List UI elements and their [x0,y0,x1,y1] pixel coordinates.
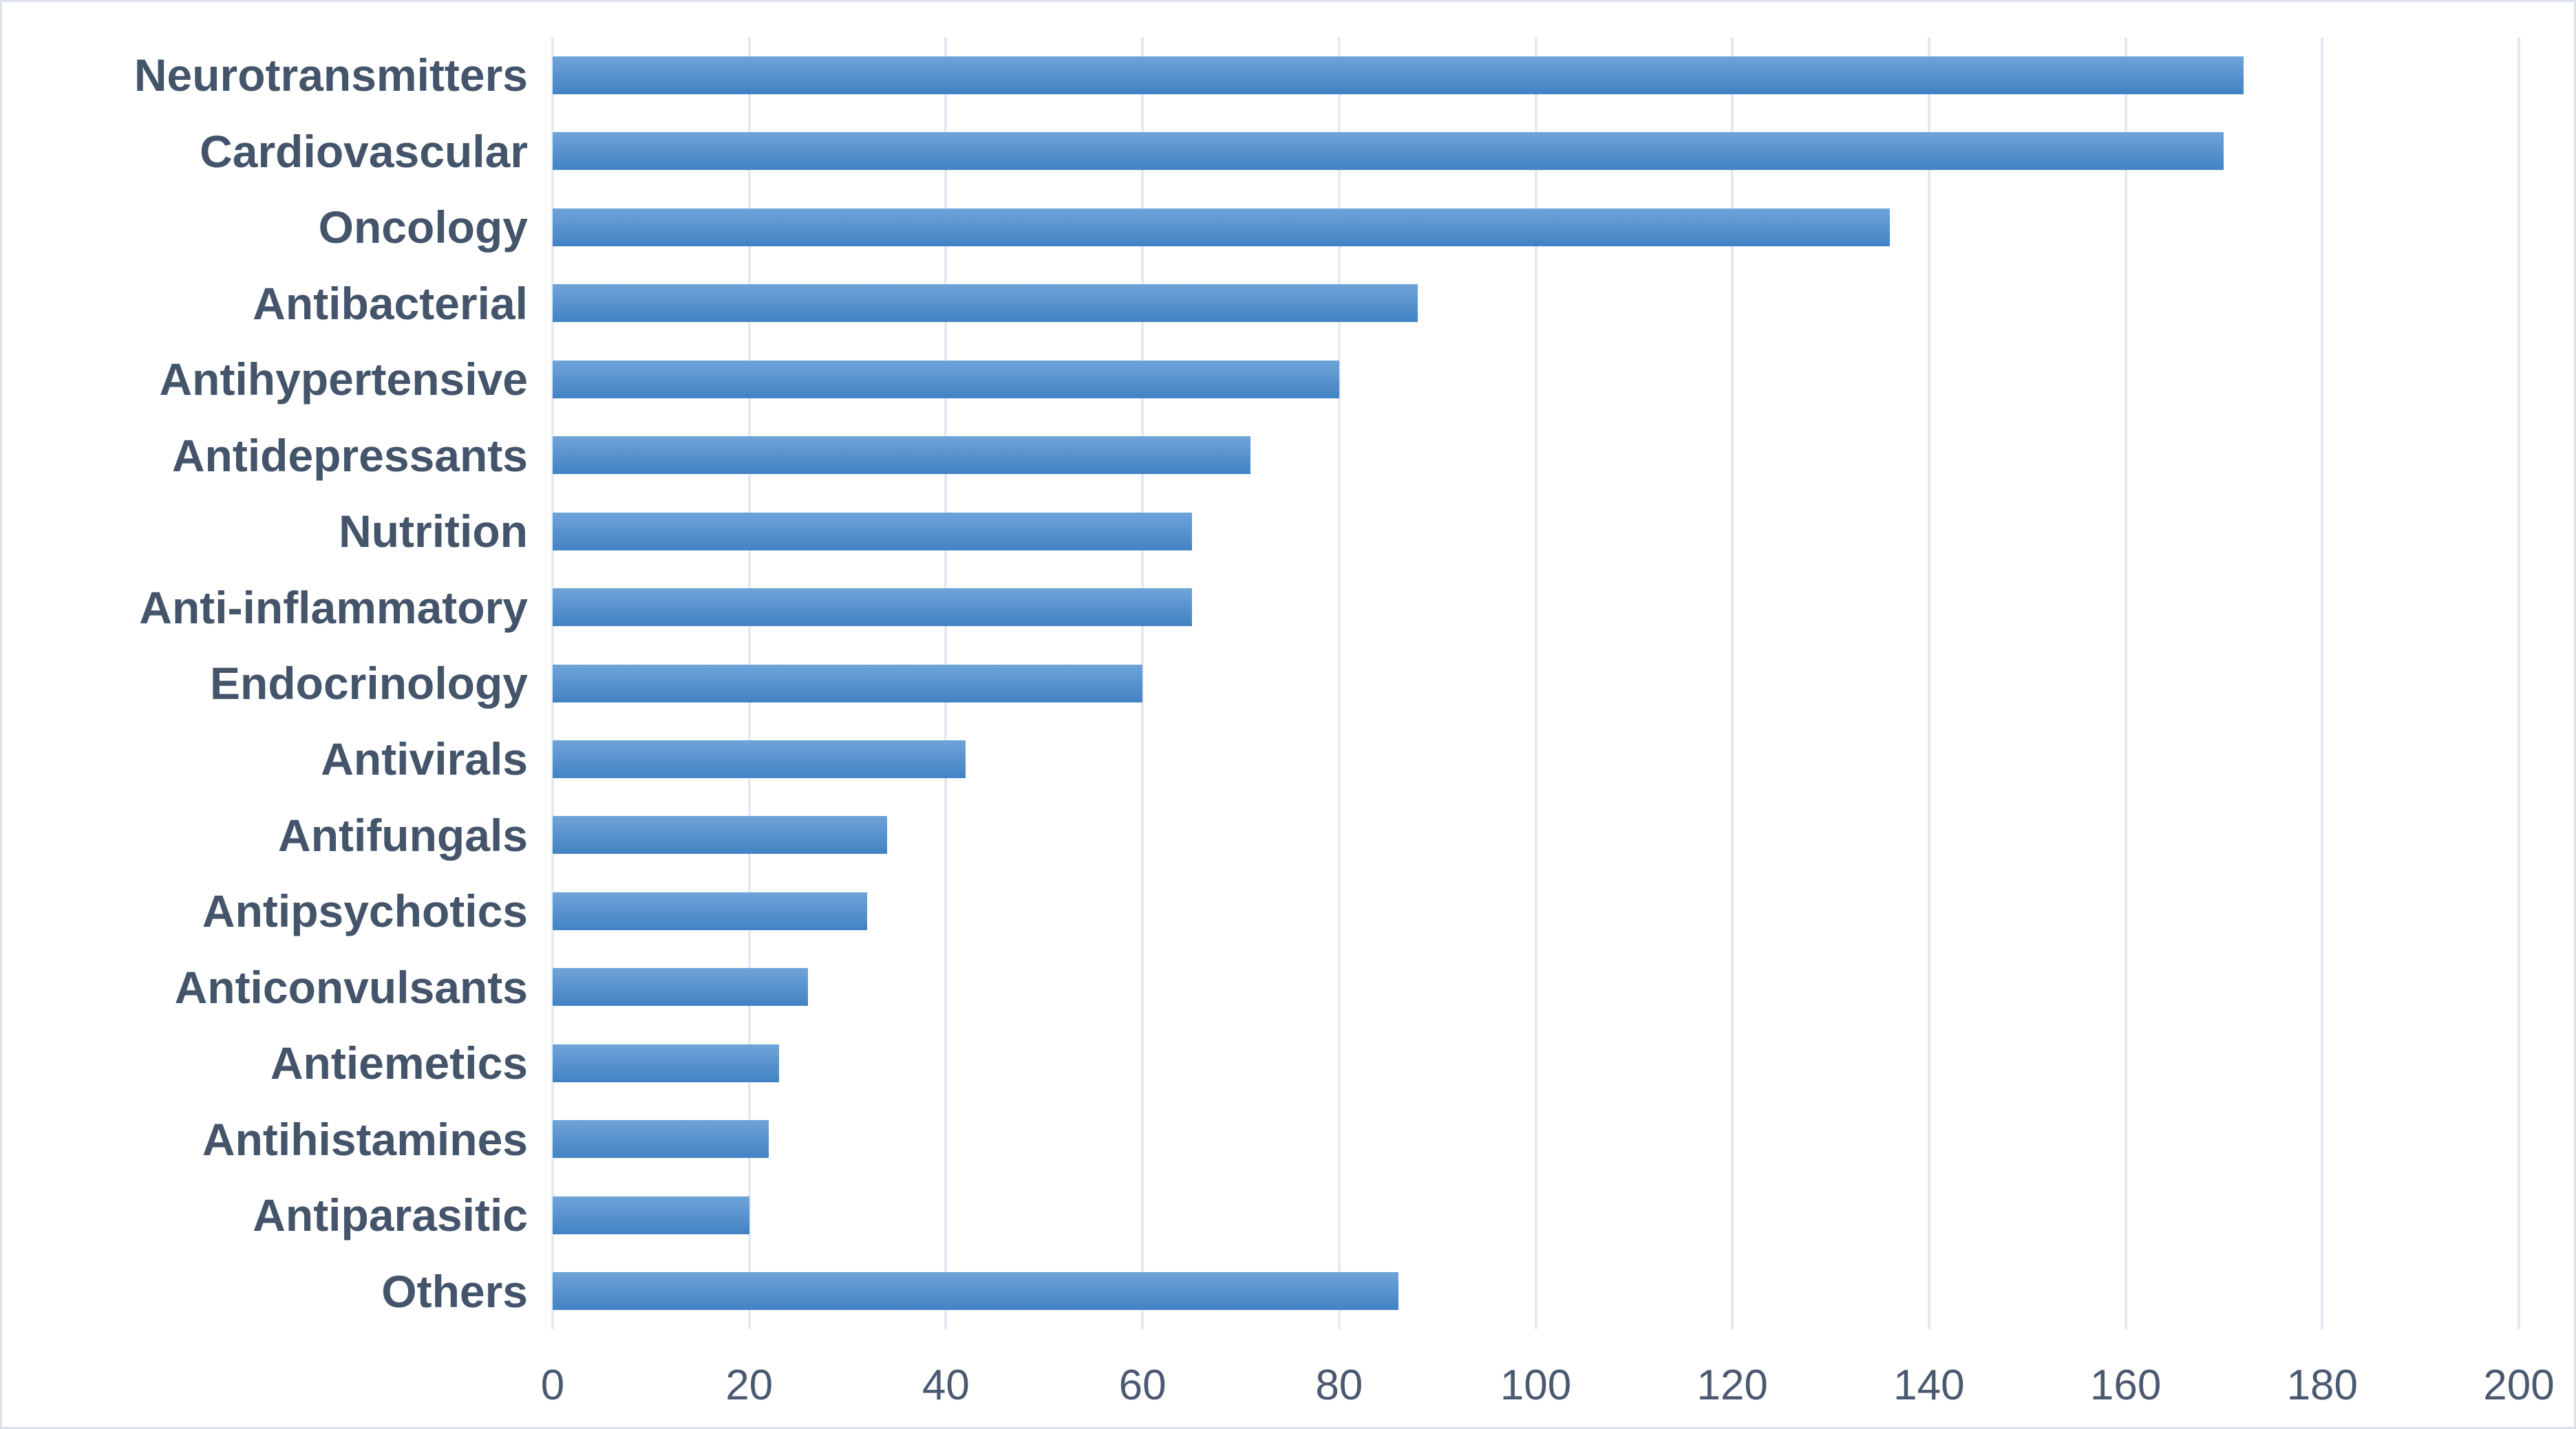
gridline-x-160 [2124,37,2127,1329]
x-tick-label-180: 180 [2286,1362,2359,1409]
gridline-x-60 [1141,37,1145,1329]
category-label-nutrition: Nutrition [339,506,528,557]
category-label-antidepressants: Antidepressants [171,429,528,481]
gridline-x-120 [1731,37,1734,1329]
x-tick-label-20: 20 [725,1362,774,1409]
bar-antidepressants [553,436,1251,475]
gridline-x-180 [2321,37,2324,1329]
category-label-antivirals: Antivirals [321,733,528,785]
category-label-antiparasitic: Antiparasitic [253,1190,528,1241]
x-tick-label-0: 0 [540,1362,565,1409]
x-tick-label-100: 100 [1500,1362,1572,1409]
x-tick-label-120: 120 [1696,1362,1768,1409]
bar-anti-inflammatory [553,588,1192,627]
gridline-x-140 [1927,37,1930,1329]
bar-cardiovascular [553,132,2224,171]
bar-nutrition [553,512,1192,550]
x-tick-label-140: 140 [1893,1362,1965,1409]
category-label-anticonvulsants: Anticonvulsants [174,961,528,1013]
gridline-x-80 [1337,37,1341,1329]
x-tick-label-200: 200 [2483,1362,2555,1409]
category-label-antihypertensive: Antihypertensive [159,354,528,405]
bar-antihistamines [553,1120,769,1159]
category-label-antifungals: Antifungals [278,809,528,861]
bar-others [553,1272,1398,1311]
bar-neurotransmitters [553,56,2244,94]
x-tick-label-80: 80 [1315,1362,1363,1409]
category-label-antiemetics: Antiemetics [270,1038,528,1089]
plot-area [551,37,2520,1329]
bar-antivirals [553,740,966,778]
category-label-anti-inflammatory: Anti-inflammatory [139,581,528,633]
bar-antiemetics [553,1044,779,1082]
category-label-others: Others [381,1265,528,1317]
gridline-x-200 [2518,37,2520,1329]
x-tick-label-60: 60 [1118,1362,1167,1409]
bar-antifungals [553,816,887,855]
bar-oncology [553,208,1890,246]
gridline-x-100 [1534,37,1537,1329]
bar-antibacterial [553,284,1418,323]
x-tick-label-160: 160 [2089,1362,2162,1409]
bar-antipsychotics [553,892,868,930]
category-label-antihistamines: Antihistamines [202,1113,528,1165]
bar-antiparasitic [553,1196,749,1234]
bar-anticonvulsants [553,968,809,1007]
bar-antihypertensive [553,360,1339,398]
category-label-oncology: Oncology [318,202,528,253]
x-tick-label-40: 40 [922,1362,970,1409]
category-label-cardiovascular: Cardiovascular [200,125,528,177]
category-label-antipsychotics: Antipsychotics [202,885,528,937]
category-label-neurotransmitters: Neurotransmitters [134,50,528,101]
category-label-antibacterial: Antibacterial [253,277,528,329]
bar-endocrinology [553,664,1143,702]
category-label-endocrinology: Endocrinology [210,658,528,709]
